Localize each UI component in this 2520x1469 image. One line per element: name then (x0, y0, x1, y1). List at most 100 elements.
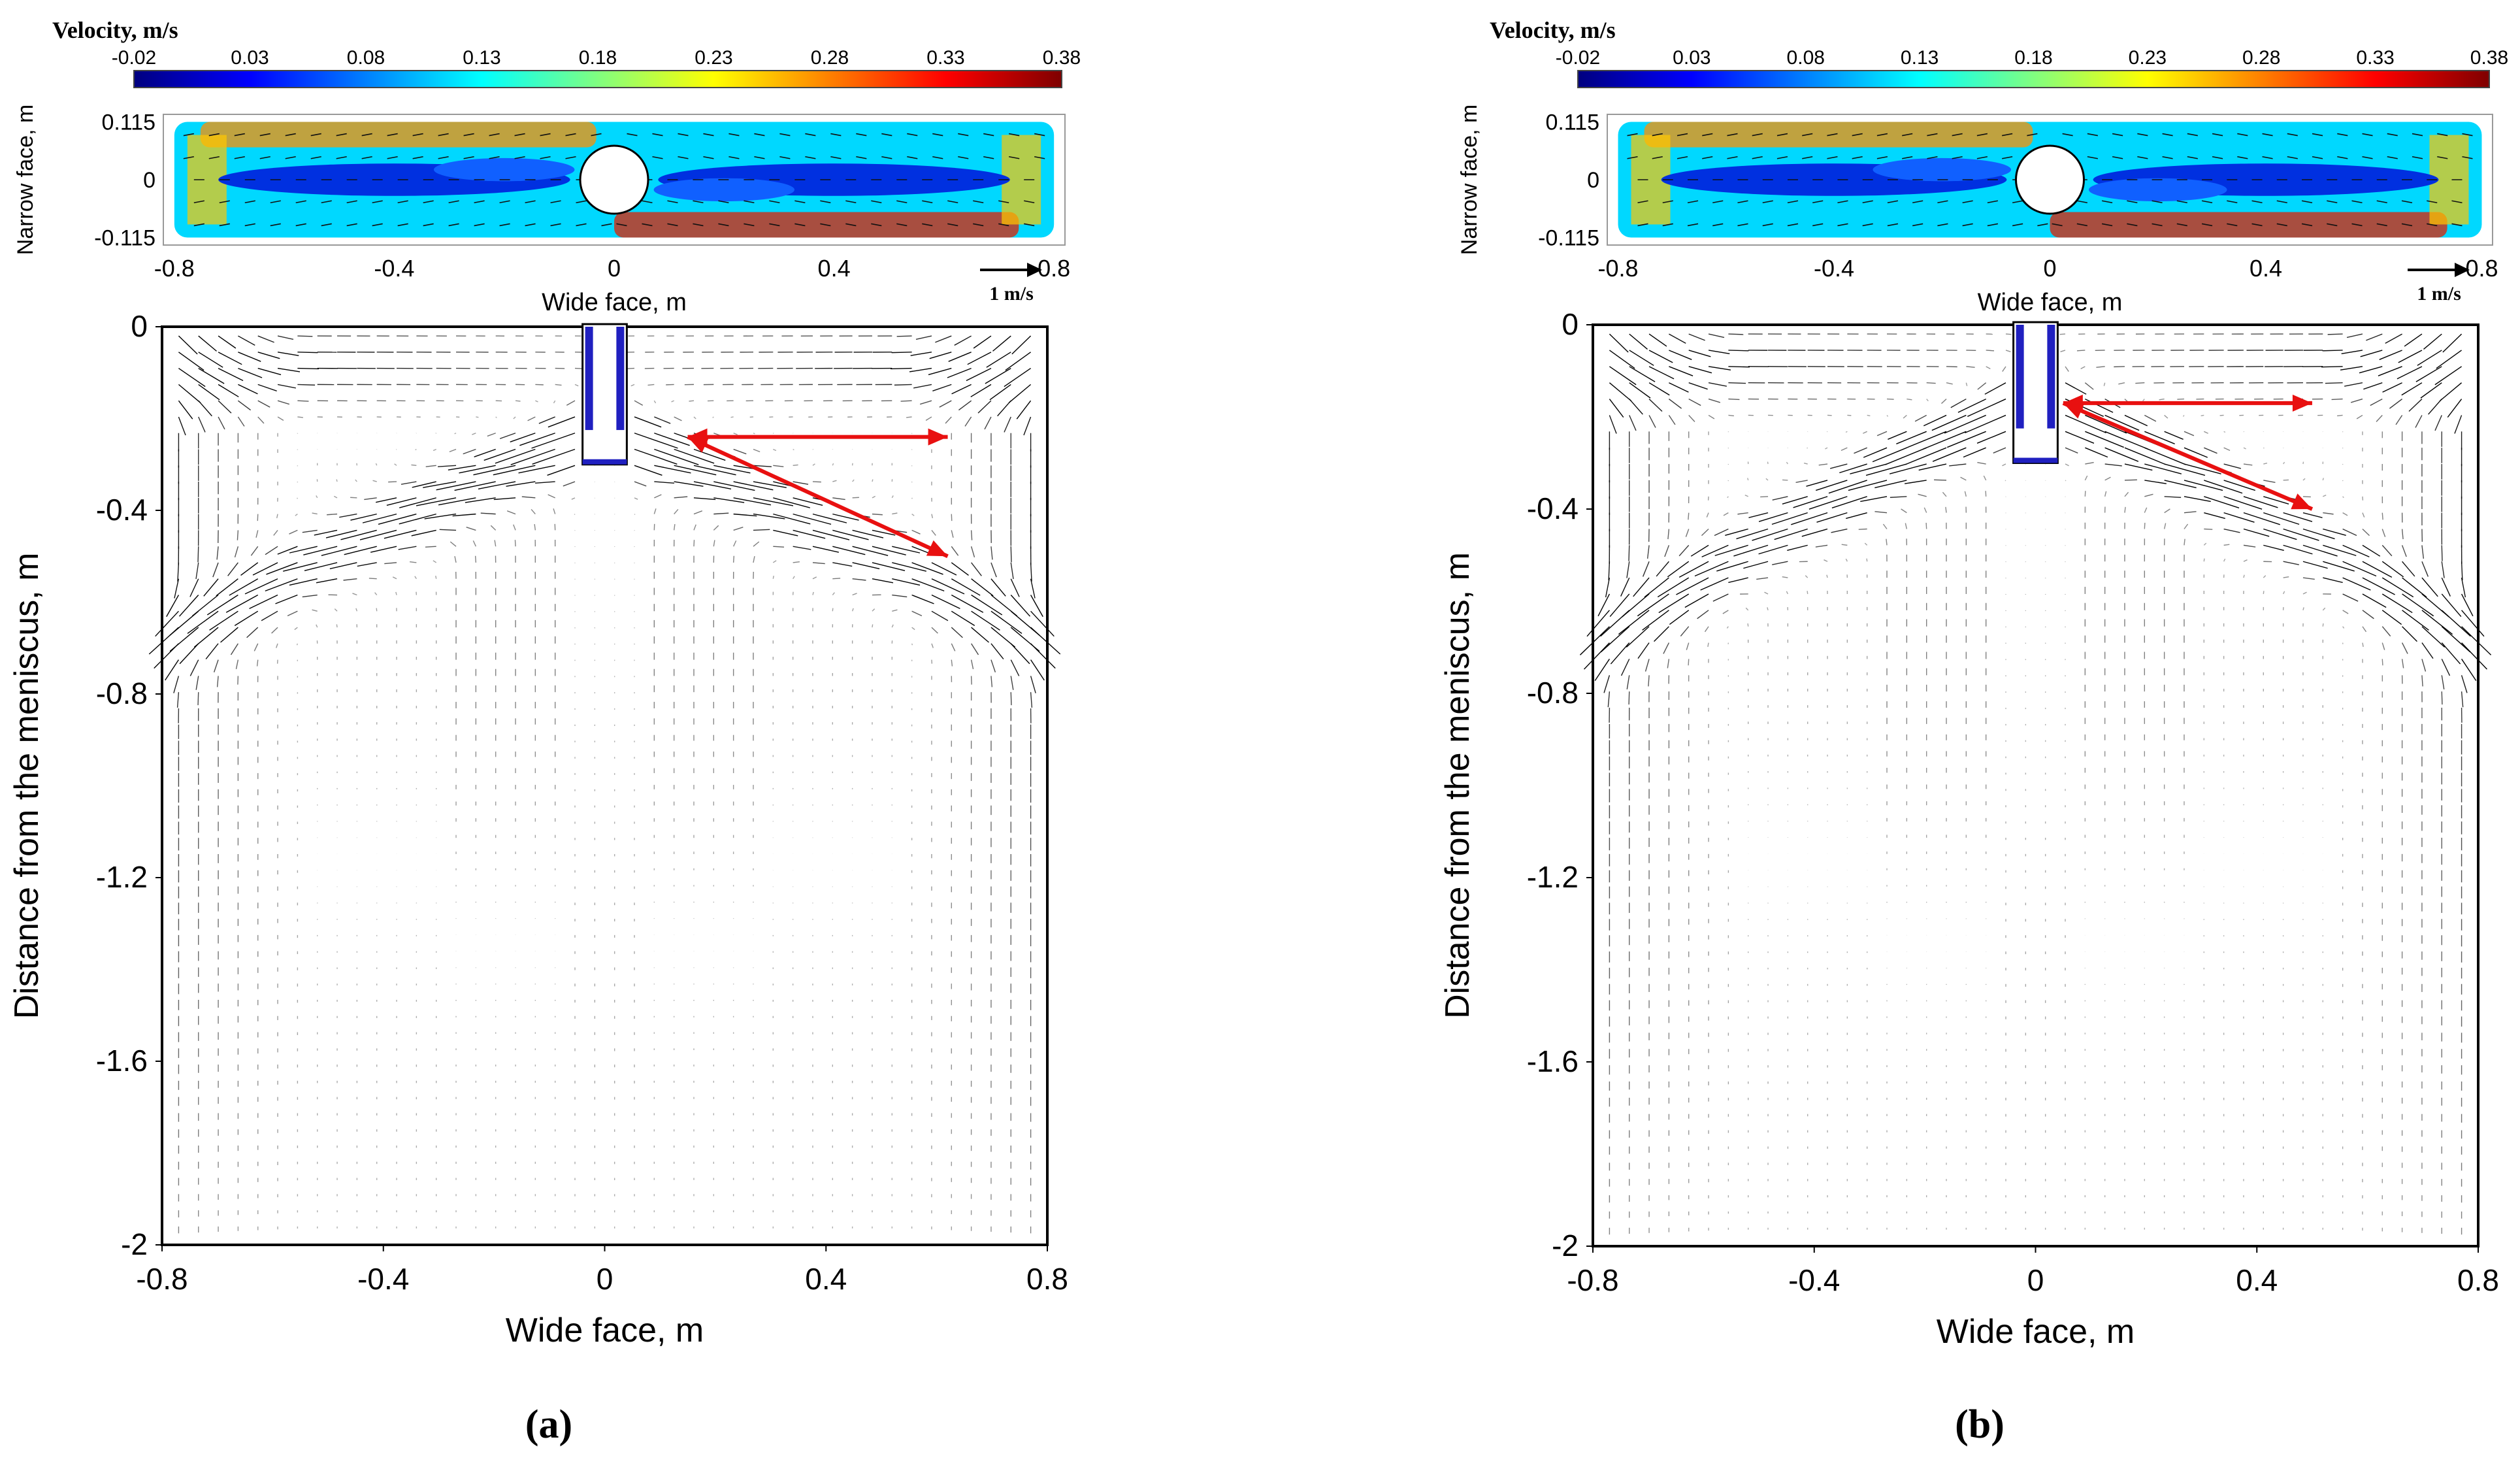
quiver-arrow (909, 369, 932, 372)
quiver-arrow (920, 401, 932, 404)
quiver-arrow (1927, 383, 1936, 384)
quiver-arrow (985, 369, 1011, 384)
quiver-arrow (853, 546, 889, 555)
quiver-arrow (261, 611, 278, 620)
quiver-arrow (1024, 417, 1031, 435)
quiver-arrow (1819, 464, 1827, 465)
quiver-arrow (2224, 464, 2241, 469)
quiver-arrow (287, 611, 297, 616)
quiver-arrow (1918, 494, 1927, 496)
quiver-arrow (2144, 448, 2185, 465)
quiver-arrow (1649, 350, 1673, 363)
quiver-arrow (196, 563, 199, 579)
quiver-arrow (654, 450, 698, 465)
quiver-arrow (654, 482, 674, 483)
colorbar-tick-label: 0.28 (2242, 47, 2280, 69)
quiver-arrow (500, 433, 515, 439)
quiver-arrow (532, 433, 575, 448)
quiver-arrow (1772, 513, 1808, 525)
quiver-arrow (2085, 476, 2087, 480)
top-heatmap-core (1873, 158, 2012, 181)
quiver-arrow (258, 352, 280, 359)
quiver-arrow (1669, 415, 1675, 424)
quiver-arrow (254, 644, 257, 652)
quiver-arrow (2135, 383, 2144, 384)
quiver-arrow (1984, 476, 1986, 480)
quiver-arrow (793, 562, 800, 563)
quiver-arrow (932, 384, 951, 391)
quiver-arrow (436, 482, 476, 490)
y-tick-label: -0.4 (96, 493, 148, 527)
quiver-arrow (276, 644, 278, 648)
quiver-arrow (344, 579, 357, 580)
quiver-arrow (793, 514, 831, 525)
quiver-arrow (1645, 578, 1669, 597)
colorbar-tick-label: 0.23 (2129, 47, 2167, 69)
quiver-arrow (1793, 497, 1827, 508)
quiver-arrow (245, 579, 278, 594)
quiver-arrow (2283, 577, 2289, 578)
quiver-arrow (694, 417, 696, 419)
quiver-arrow (674, 509, 678, 514)
quiver-arrow (463, 450, 476, 454)
quiver-arrow (1846, 513, 1867, 519)
colorbar-tick-label: 0.13 (463, 47, 500, 69)
quiver-arrow (2105, 448, 2138, 461)
x-tick-label: 0 (597, 1262, 614, 1296)
quiver-arrow (2065, 383, 2086, 395)
quiver-arrow (955, 336, 972, 345)
quiver-arrow (1947, 431, 1986, 447)
quiver-arrow (631, 384, 634, 386)
top-y-tick-label: -0.115 (94, 225, 155, 250)
quiver-arrow (928, 369, 951, 375)
quiver-arrow (2343, 610, 2349, 614)
quiver-arrow (966, 369, 991, 381)
quiver-arrow (1012, 336, 1031, 354)
quiver-arrow (221, 627, 238, 642)
quiver-arrow (314, 530, 337, 535)
quiver-arrow (1946, 383, 1953, 384)
quiver-arrow (872, 624, 873, 627)
quiver-arrow (2204, 448, 2217, 454)
colorbar-tick-label: 0.13 (1901, 47, 1939, 69)
quiver-arrow (2332, 399, 2343, 400)
quiver-arrow (2204, 497, 2239, 508)
quiver-arrow (1874, 512, 1887, 513)
colorbar-tick-label: 0.33 (926, 47, 964, 69)
quiver-arrow (912, 627, 915, 629)
quiver-arrow (2144, 508, 2146, 513)
nozzle-wall (585, 327, 593, 430)
quiver-arrow (278, 369, 300, 372)
quiver-arrow (1665, 545, 1669, 557)
quiver-arrow (2263, 463, 2267, 464)
quiver-arrow (1629, 367, 1655, 382)
quiver-arrow (2118, 383, 2125, 384)
quiver-arrow (1985, 383, 2006, 395)
quiver-arrow (2263, 576, 2265, 578)
quiver-arrow (853, 608, 854, 611)
quiver-arrow (1609, 399, 1623, 418)
quiver-arrow (2204, 513, 2225, 519)
x-tick-label: -0.8 (136, 1262, 188, 1296)
quiver-arrow (257, 660, 258, 667)
quiver-arrow (1866, 464, 1906, 475)
colorbar-tick-label: 0.38 (1043, 47, 1081, 69)
quiver-arrow (1841, 448, 1847, 450)
quiver-arrow (1609, 415, 1616, 433)
quiver-arrow (522, 497, 536, 498)
quiver-arrow (297, 336, 312, 337)
quiver-arrow (575, 384, 578, 386)
quiver-arrow (1865, 543, 1867, 545)
quiver-arrow (951, 579, 980, 595)
quiver-arrow (892, 352, 912, 353)
quiver-arrow (753, 433, 755, 434)
quiver-arrow (2244, 497, 2278, 508)
quiver-arrow (991, 579, 1006, 597)
quiver-arrow (1743, 561, 1768, 568)
quiver-arrow (507, 511, 515, 514)
quiver-arrow (1773, 497, 1788, 500)
quiver-arrow (872, 480, 873, 482)
panel-label: (a) (525, 1402, 572, 1447)
quiver-arrow (968, 352, 991, 365)
top-x-axis-label: Wide face, m (542, 289, 687, 316)
